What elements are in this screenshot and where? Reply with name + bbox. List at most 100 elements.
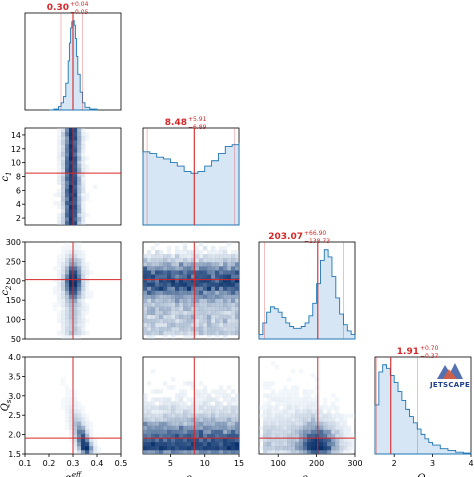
- density-cell: [231, 298, 236, 303]
- density-cell: [175, 298, 180, 303]
- density-cell: [235, 318, 239, 324]
- density-cell: [77, 156, 82, 161]
- density-cell: [291, 413, 296, 418]
- density-cell: [223, 413, 228, 418]
- density-cell: [77, 314, 82, 320]
- density-cell: [69, 184, 74, 189]
- density-cell: [61, 148, 66, 153]
- density-cell: [61, 188, 66, 193]
- density-cell: [61, 270, 66, 275]
- density-cell: [73, 148, 78, 153]
- density-cell: [69, 417, 74, 422]
- density-cell: [77, 302, 82, 307]
- density-cell: [191, 409, 196, 414]
- density-cell: [167, 429, 172, 435]
- density-cell: [159, 298, 164, 303]
- density-cell: [227, 258, 232, 263]
- density-cell: [155, 441, 160, 447]
- density-cell: [331, 413, 336, 418]
- y-tick-label-c2: 300: [6, 238, 21, 247]
- density-cell: [199, 405, 204, 410]
- x-axis-label-qs: Qs: [417, 473, 429, 477]
- y-tick-label-c2: 50: [11, 335, 21, 344]
- density-cell: [271, 421, 276, 427]
- density-cell: [61, 204, 66, 210]
- density-cell: [271, 417, 276, 422]
- density-cell: [167, 258, 172, 263]
- density-cell: [223, 246, 228, 251]
- density-cell: [175, 397, 180, 402]
- density-cell: [143, 286, 148, 291]
- density-cell: [73, 254, 78, 259]
- density-cell: [187, 310, 192, 316]
- density-cell: [283, 405, 288, 410]
- density-cell: [65, 140, 70, 145]
- density-cell: [203, 274, 208, 279]
- density-cell: [69, 306, 74, 312]
- density-cell: [231, 417, 236, 422]
- density-cell: [311, 449, 316, 454]
- x-tick-label-c1: 5: [168, 459, 173, 468]
- density-cell: [61, 164, 66, 169]
- density-cell: [227, 262, 232, 267]
- density-cell: [227, 294, 232, 299]
- density-cell: [263, 385, 268, 390]
- density-cell: [81, 278, 86, 283]
- density-cell: [235, 258, 239, 263]
- density-cell: [143, 393, 148, 398]
- x-tick-label-qs: 4: [468, 459, 473, 468]
- density-cell: [343, 433, 348, 439]
- density-cell: [65, 188, 70, 193]
- density-cell: [73, 246, 78, 251]
- density-cell: [69, 136, 74, 141]
- density-cell: [61, 314, 66, 320]
- density-cell: [227, 326, 232, 332]
- density-cell: [203, 302, 208, 307]
- density-cell: [61, 401, 66, 406]
- density-cell: [231, 282, 236, 287]
- density-cell: [279, 389, 284, 394]
- density-cell: [295, 405, 300, 410]
- density-cell: [159, 310, 164, 316]
- density-cell: [195, 290, 200, 295]
- density-cell: [69, 290, 74, 295]
- density-cell: [227, 306, 232, 312]
- density-cell: [77, 208, 82, 214]
- density-cell: [175, 330, 180, 336]
- density-cell: [231, 437, 236, 443]
- density-cell: [219, 385, 224, 390]
- density-cell: [61, 286, 66, 291]
- density-cell: [89, 425, 94, 431]
- density-cell: [211, 266, 216, 271]
- density-cell: [85, 282, 90, 287]
- density-cell: [275, 405, 280, 410]
- density-cell: [231, 425, 236, 431]
- density-cell: [227, 314, 232, 320]
- density-cell: [143, 322, 148, 328]
- density-cell: [223, 417, 228, 422]
- density-cell: [77, 405, 82, 410]
- title-value-qs: 1.91: [397, 347, 419, 357]
- density-cell: [57, 294, 62, 299]
- density-cell: [65, 393, 70, 398]
- density-cell: [187, 254, 192, 259]
- density-cell: [171, 294, 176, 299]
- density-cell: [307, 449, 312, 454]
- density-cell: [163, 286, 168, 291]
- density-cell: [147, 322, 152, 328]
- density-cell: [163, 405, 168, 410]
- density-cell: [147, 433, 152, 439]
- density-cell: [65, 180, 70, 185]
- density-cell: [85, 449, 90, 454]
- density-cell: [155, 318, 160, 324]
- density-cell: [167, 417, 172, 422]
- density-cell: [291, 369, 296, 374]
- density-cell: [179, 266, 184, 271]
- density-cell: [69, 326, 74, 332]
- density-cell: [183, 294, 188, 299]
- density-cell: [199, 413, 204, 418]
- density-cell: [267, 421, 272, 427]
- density-cell: [199, 417, 204, 422]
- density-cell: [323, 425, 328, 431]
- density-cell: [287, 437, 292, 443]
